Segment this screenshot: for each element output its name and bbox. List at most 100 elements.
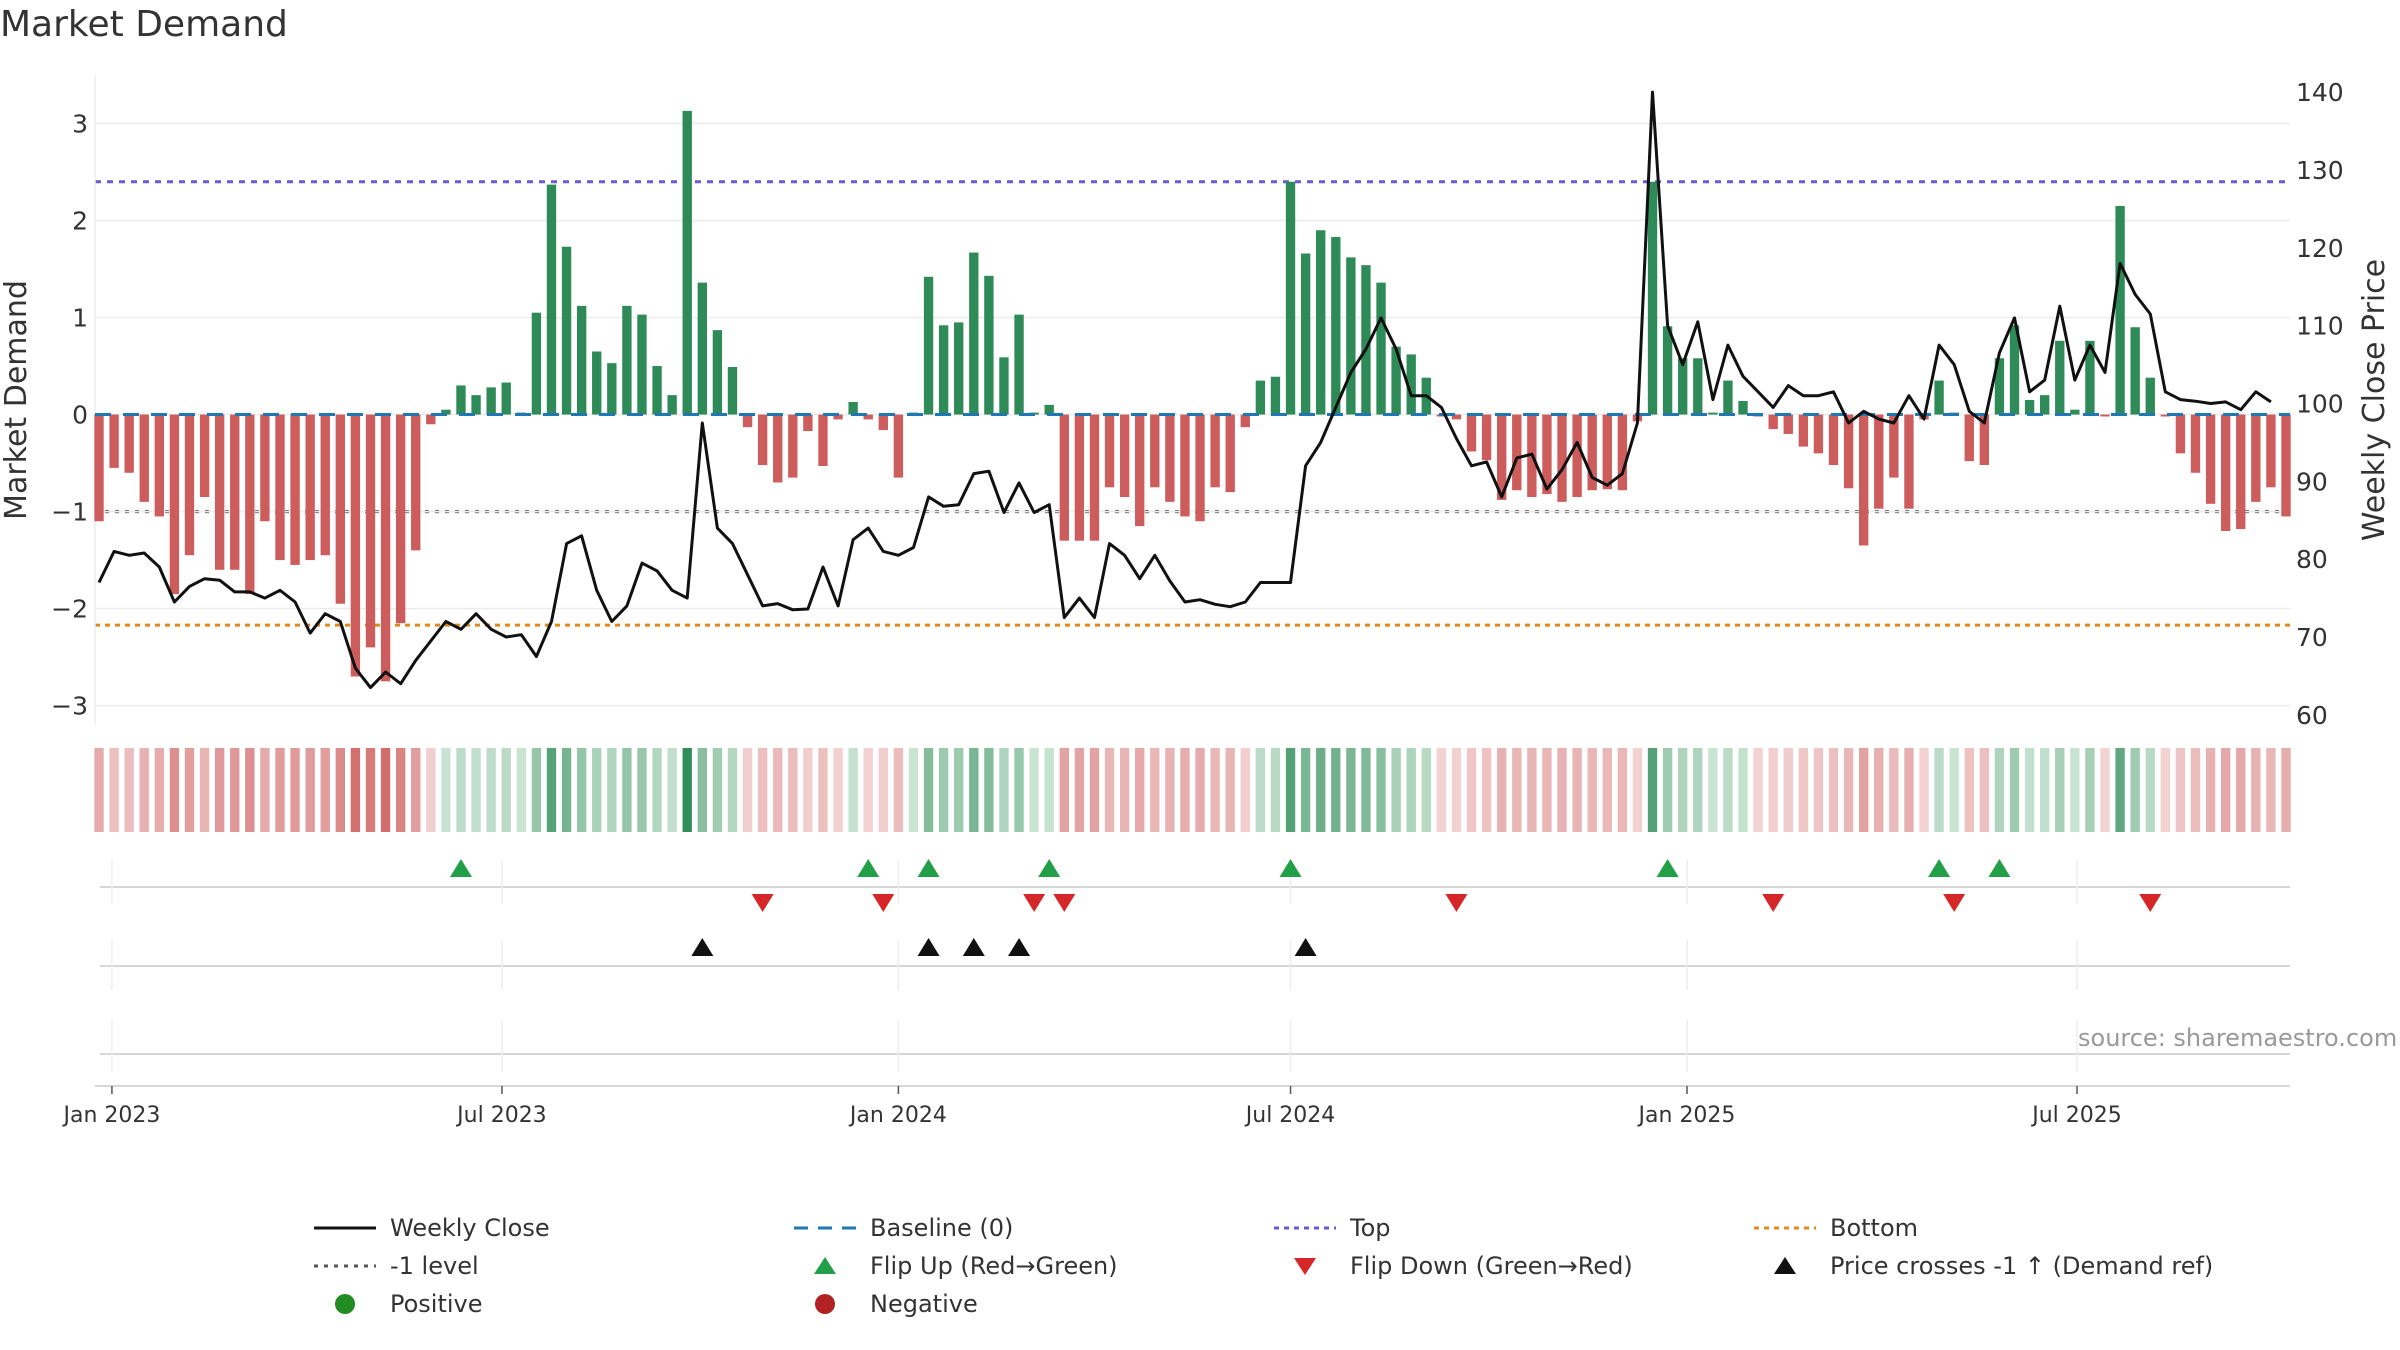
demand-bar xyxy=(1964,414,1974,462)
demand-bar xyxy=(1723,380,1733,415)
heat-cell xyxy=(1089,748,1100,832)
heat-cell xyxy=(501,748,511,832)
demand-bar xyxy=(1240,414,1250,428)
demand-bar xyxy=(1617,414,1628,491)
left-tick-label: −2 xyxy=(51,595,88,624)
heat-cell xyxy=(727,748,738,832)
demand-bar xyxy=(245,414,255,595)
heat-cell xyxy=(1270,748,1281,832)
heat-cell xyxy=(486,748,496,832)
heat-cell xyxy=(1497,748,1507,832)
left-tick-label: 2 xyxy=(72,207,88,236)
heat-cell xyxy=(2175,748,2186,832)
demand-bar xyxy=(2220,414,2231,531)
heat-cell xyxy=(2220,748,2231,832)
heat-cell xyxy=(561,748,572,832)
heat-cell xyxy=(1391,748,1401,832)
demand-bar xyxy=(1889,414,1899,478)
demand-bar xyxy=(531,312,542,415)
heat-cell xyxy=(139,748,149,832)
price-line xyxy=(97,90,2272,690)
demand-bar xyxy=(109,414,119,468)
heat-cell xyxy=(1602,748,1612,832)
heat-cell xyxy=(1044,748,1054,832)
heat-cell xyxy=(1512,748,1522,832)
heat-cell xyxy=(1768,748,1778,832)
heat-cell xyxy=(1994,748,2005,832)
demand-bar xyxy=(139,414,149,502)
right-tick-label: 140 xyxy=(2296,78,2344,107)
demand-bar xyxy=(350,414,361,677)
heat-cell xyxy=(923,748,934,832)
heat-cell xyxy=(2055,748,2065,832)
demand-bar xyxy=(561,246,572,415)
price-cross-marker xyxy=(1008,938,1031,956)
heat-cell xyxy=(380,748,391,832)
demand-bar xyxy=(1738,400,1748,415)
heat-cell xyxy=(2160,748,2171,832)
heat-cell xyxy=(938,748,949,832)
demand-bar xyxy=(1044,404,1054,415)
heat-cell xyxy=(2190,748,2201,832)
heat-cell xyxy=(803,748,813,832)
heat-cell xyxy=(1798,748,1809,832)
demand-bar xyxy=(1693,358,1703,415)
heat-cell xyxy=(622,748,632,832)
x-tick-label: Jan 2025 xyxy=(1637,1103,1736,1128)
demand-bar xyxy=(1074,414,1085,541)
heat-cell xyxy=(1934,748,1944,832)
heat-cell xyxy=(863,748,873,832)
heat-cell xyxy=(1180,748,1190,832)
demand-bar xyxy=(1843,414,1854,489)
gridlines xyxy=(94,75,2290,1072)
demand-bar xyxy=(697,282,707,415)
flip-up-marker xyxy=(1656,859,1679,877)
heat-cell xyxy=(984,748,994,832)
demand-bar xyxy=(727,367,738,415)
dotted-line-swatch-icon xyxy=(1754,1226,1816,1230)
legend-item-positive: Positive xyxy=(310,1286,483,1322)
demand-bar xyxy=(365,414,376,648)
demand-bar xyxy=(607,363,617,415)
x-tick-label: Jul 2023 xyxy=(455,1103,547,1128)
heat-cell xyxy=(2145,748,2155,832)
heat-cell xyxy=(2070,748,2080,832)
heat-cell xyxy=(1059,748,1069,832)
heat-cell xyxy=(411,748,421,832)
heat-cell xyxy=(516,748,526,832)
heat-cell xyxy=(1783,748,1793,832)
demand-bar xyxy=(2251,414,2261,502)
flip-up-marker xyxy=(1279,859,1302,877)
price-cross-markers xyxy=(691,938,1317,956)
heat-cell xyxy=(426,748,436,832)
heat-cell xyxy=(1466,748,1477,832)
heat-cell xyxy=(184,748,195,832)
heat-cell xyxy=(154,748,165,832)
heat-cell xyxy=(1165,748,1175,832)
heat-cell xyxy=(1210,748,1220,832)
heat-cell xyxy=(335,748,345,832)
heat-cell xyxy=(1331,748,1341,832)
right-tick-label: 130 xyxy=(2296,156,2344,185)
heat-cell xyxy=(456,748,466,832)
demand-bar xyxy=(742,414,753,428)
legend-item-flip-down: Flip Down (Green→Red) xyxy=(1270,1248,1633,1284)
heat-cell xyxy=(2130,748,2140,832)
source-credit: source: sharemaestro.com xyxy=(2078,1024,2398,1052)
right-tick-label: 80 xyxy=(2296,545,2328,574)
demand-bar xyxy=(1934,380,1944,415)
heat-cell xyxy=(1662,748,1673,832)
demand-bar xyxy=(848,401,858,415)
chart-title: Market Demand xyxy=(0,4,288,45)
demand-bar xyxy=(592,351,602,415)
dotted-line-swatch-icon xyxy=(314,1264,376,1268)
heat-cell xyxy=(2040,748,2050,832)
heat-cell xyxy=(652,748,662,832)
heat-cell xyxy=(2205,748,2216,832)
heat-cell xyxy=(1557,748,1567,832)
demand-bar xyxy=(652,366,662,415)
triangle-up-icon xyxy=(1774,1257,1796,1274)
demand-bar xyxy=(2040,395,2050,415)
demand-bar xyxy=(576,305,587,415)
demand-bar xyxy=(1451,414,1462,420)
